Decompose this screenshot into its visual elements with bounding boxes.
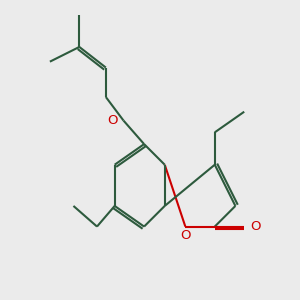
Text: O: O xyxy=(107,114,118,127)
Text: O: O xyxy=(250,220,261,233)
Text: O: O xyxy=(180,230,190,242)
